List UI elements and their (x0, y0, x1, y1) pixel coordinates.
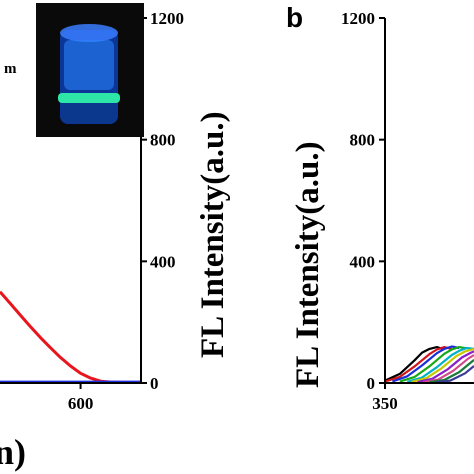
panel-b-series-8 (423, 354, 474, 384)
panel-a-series-red (0, 290, 141, 384)
panel-a-curves (0, 290, 141, 384)
inset-vial-base (62, 103, 116, 123)
panel-a-y-tick-label: 800 (150, 131, 176, 150)
panel-b-y-tick-label: 0 (367, 374, 376, 393)
panel-b-series-6 (411, 347, 474, 383)
panel-a: 0 400 800 1200 600 m FL Intensity(a.u.) (0, 3, 231, 413)
panel-b-series-4 (399, 346, 467, 383)
panel-a-y-tick-label: 400 (150, 252, 176, 271)
panel-a-y-tick-label: 0 (150, 374, 159, 393)
inset-vial-glow (64, 40, 114, 90)
panel-a-ylabel: FL Intensity(a.u.) (195, 111, 231, 358)
panel-b-curves (384, 345, 474, 384)
inset-vial-band (58, 93, 120, 103)
panel-b-series-2 (384, 346, 453, 383)
panel-b-ylabel: FL Intensity(a.u.) (290, 141, 326, 388)
panel-a-partial-label: m (4, 61, 17, 77)
panel-b-y-tick-label: 1200 (341, 9, 375, 28)
inset-vial-cap (60, 24, 118, 42)
panel-a-x-tick-label: 600 (68, 394, 94, 413)
panel-a-y-tick-label: 1200 (150, 9, 184, 28)
panel-b-axes: 0 400 800 1200 350 (341, 9, 474, 413)
panel-b-y-tick-label: 400 (350, 252, 376, 271)
panel-b-y-tick-label: 800 (350, 131, 376, 150)
panel-b-x-tick-label: 350 (372, 394, 398, 413)
panel-b: 0 400 800 1200 350 b FL Intensity(a.u.) (286, 2, 474, 413)
panel-b-series-3 (392, 345, 460, 383)
panel-b-letter: b (286, 2, 303, 33)
inset-vial-photo (36, 3, 144, 137)
bottom-partial-xaxis-unit: n) (0, 432, 26, 472)
panel-b-series-9 (429, 359, 474, 384)
panel-b-series-1 (384, 346, 445, 382)
panel-b-series-10 (435, 365, 474, 384)
panel-b-series-5 (406, 346, 474, 383)
panel-b-series-7 (417, 350, 474, 384)
